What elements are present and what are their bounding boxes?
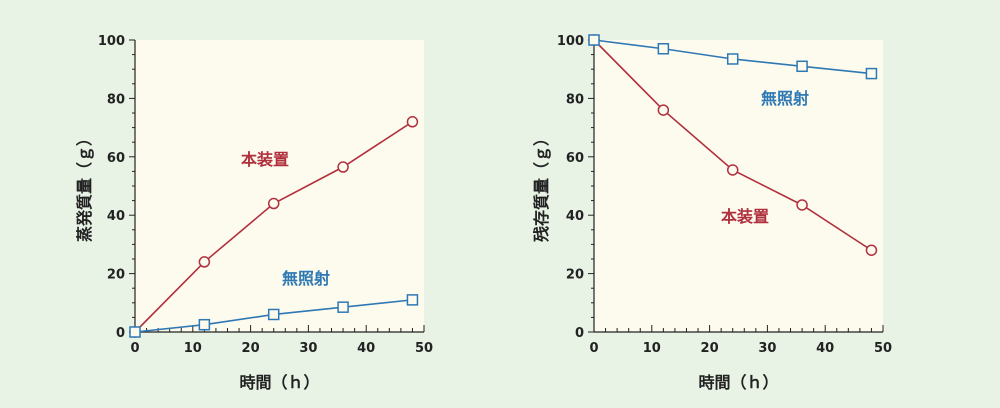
chart-1: 0 20 40 60 80 100 0 10 20 30 40 50 時間（ｈ） 蒸発質量（ｇ） 本装置無照… (75, 34, 433, 392)
series-label: 本装置 (721, 207, 769, 226)
x-tick-label: 10 (184, 341, 202, 356)
y-tick-label: 0 (575, 326, 584, 341)
data-point (865, 67, 878, 80)
y-tick-label: 20 (107, 268, 125, 283)
series-device: 本装置 (129, 116, 419, 338)
data-point (726, 164, 739, 176)
data-point (337, 301, 349, 313)
y-tick-label: 40 (566, 209, 584, 224)
data-point (337, 161, 349, 173)
y-tick-label: 100 (557, 34, 584, 49)
y-axis-title: 残存質量（ｇ） (532, 130, 552, 242)
data-point (267, 308, 280, 321)
series-label: 無照射 (282, 269, 330, 288)
x-axis-title: 時間（ｈ） (698, 373, 778, 392)
x-tick-label: 50 (415, 341, 433, 356)
series-label: 本装置 (241, 150, 289, 169)
data-point (588, 34, 600, 46)
data-point (198, 256, 211, 268)
x-tick-label: 30 (758, 341, 776, 356)
y-tick-label: 80 (566, 92, 584, 107)
data-point (198, 318, 211, 331)
chart-2: 0 20 40 60 80 100 0 10 20 30 40 50 時間（ｈ） 残存質量（ｇ） 本装置 無照… (532, 34, 892, 392)
x-tick-label: 50 (874, 341, 892, 356)
data-point (796, 199, 808, 211)
y-tick-label: 0 (116, 326, 125, 341)
y-tick-label: 20 (566, 268, 584, 283)
x-axis-title: 時間（ｈ） (239, 373, 319, 392)
x-tick-label: 40 (357, 341, 375, 356)
data-point (865, 244, 878, 256)
x-tick-label: 0 (589, 341, 598, 356)
data-point (657, 104, 670, 116)
x-tick-label: 30 (299, 341, 317, 356)
y-tick-label: 80 (107, 92, 125, 107)
y-tick-label: 60 (566, 151, 584, 166)
series-no-irradiation: 無照射 (588, 34, 878, 108)
y-tick-label: 60 (107, 151, 125, 166)
x-tick-label: 40 (816, 341, 834, 356)
data-point (267, 197, 280, 210)
y-axis-title: 蒸発質量（ｇ） (75, 130, 95, 242)
data-point (406, 116, 419, 128)
x-tick-label: 0 (130, 341, 139, 356)
data-point (129, 326, 141, 338)
y-tick-label: 40 (107, 209, 125, 224)
y-tick-label: 100 (98, 34, 125, 49)
x-tick-label: 10 (643, 341, 661, 356)
data-point (406, 294, 419, 306)
x-tick-label: 20 (242, 341, 260, 356)
series-no-irradiation: 無照射 (129, 269, 419, 338)
series-label: 無照射 (761, 89, 809, 108)
data-point (726, 53, 739, 65)
data-point (796, 60, 808, 73)
series-device: 本装置 (588, 34, 878, 256)
data-point (657, 43, 670, 55)
x-tick-label: 20 (701, 341, 719, 356)
